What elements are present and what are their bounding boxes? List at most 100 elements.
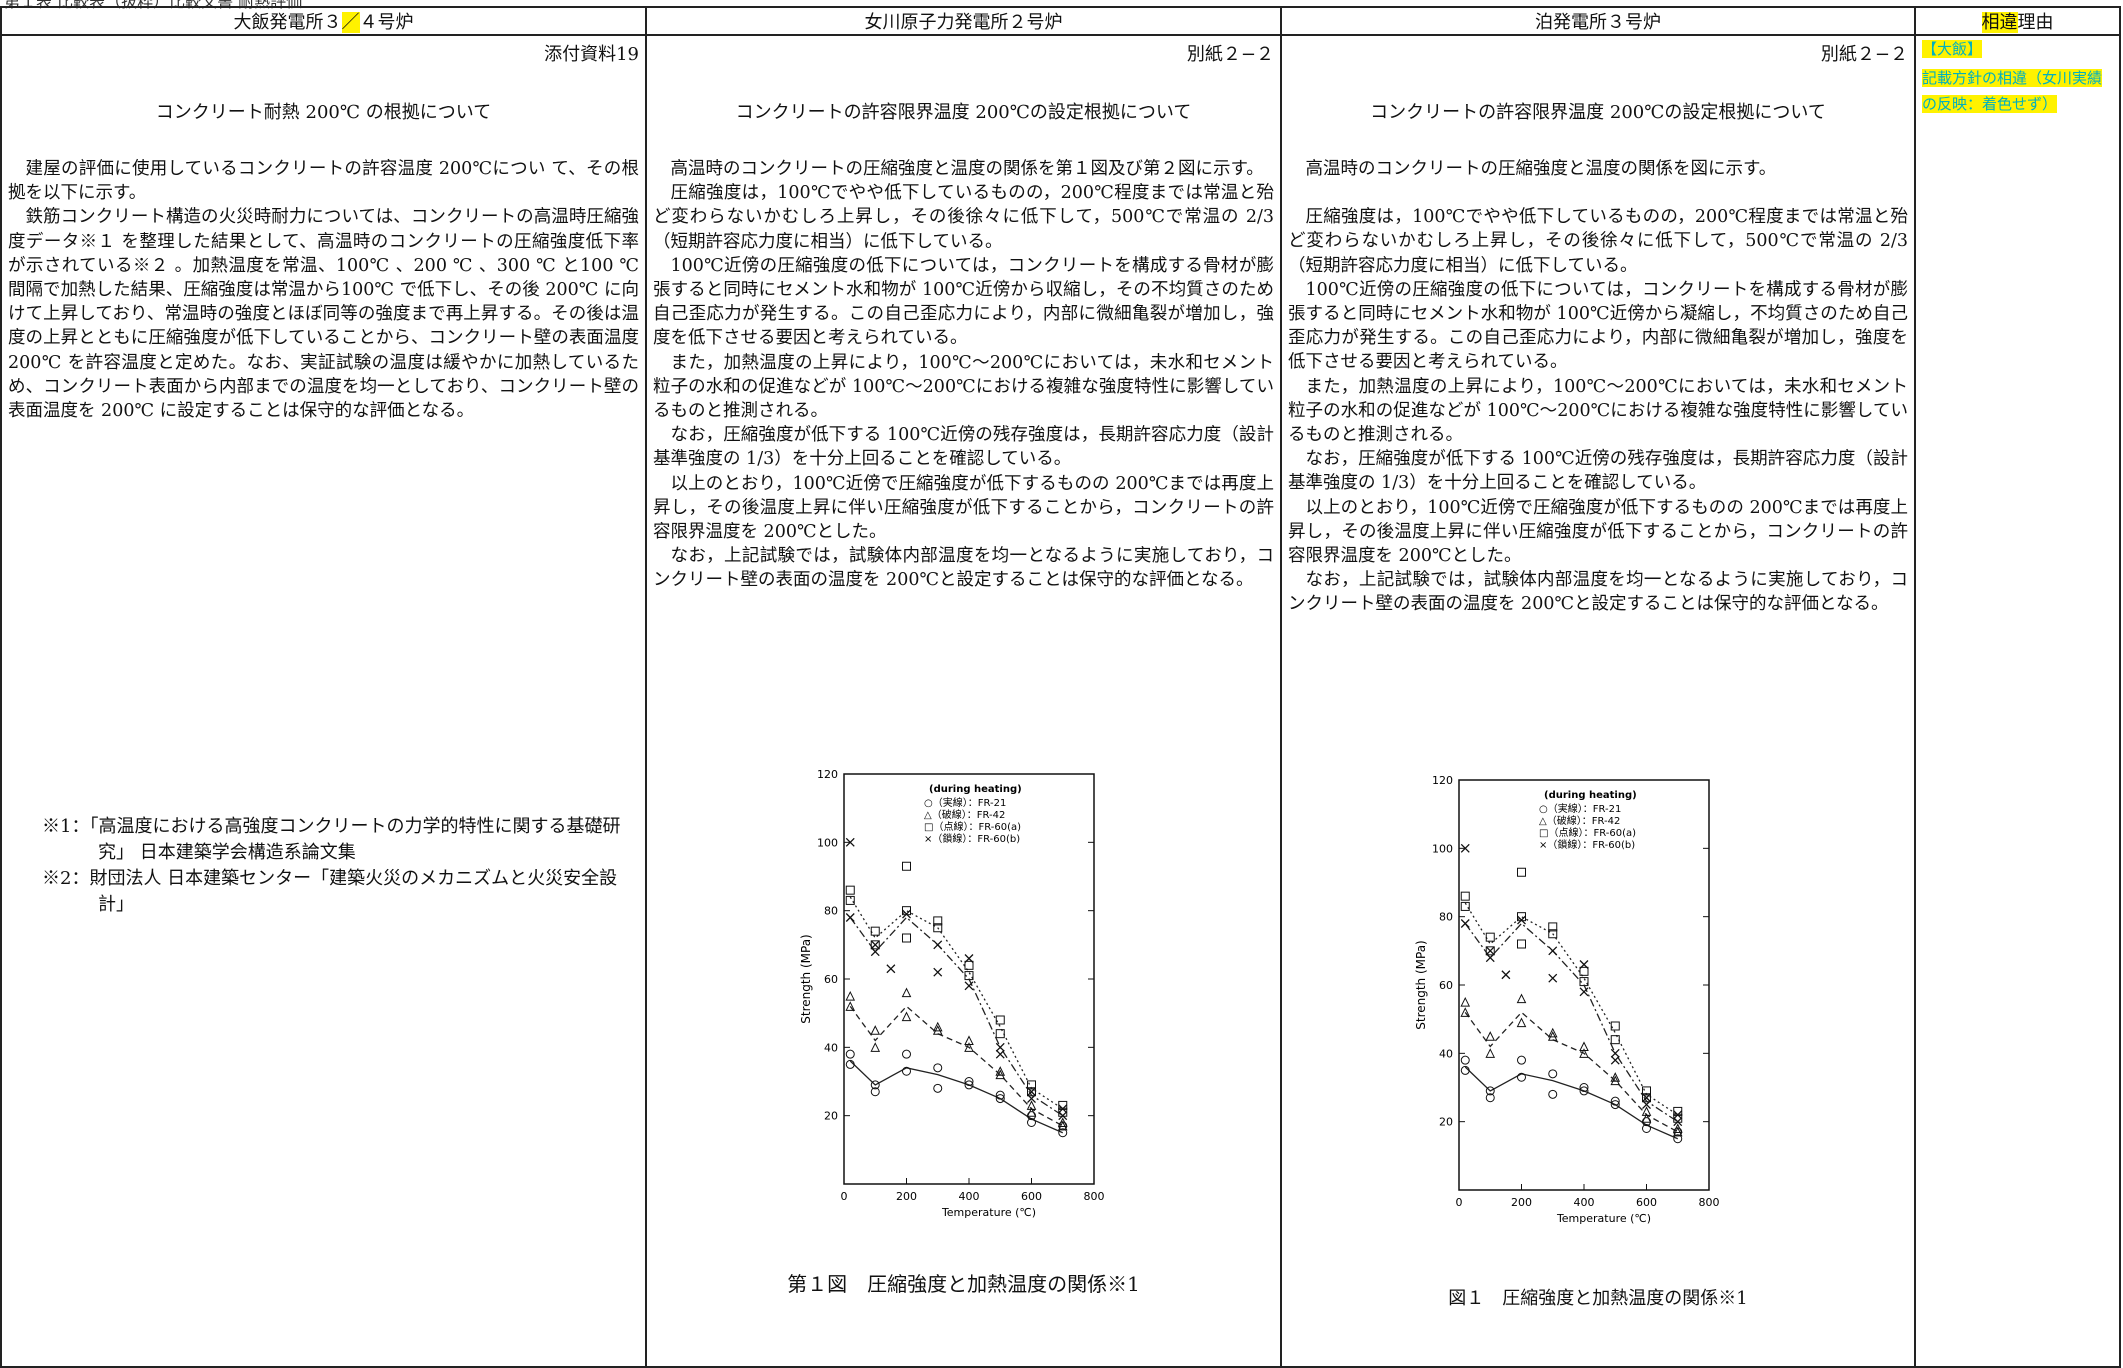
tomari-para: なお，圧縮強度が低下する 100℃近傍の残存強度は，長期許容応力度（設計基準強度… <box>1288 449 1908 494</box>
data-point-circle <box>1460 1055 1470 1065</box>
data-point-triangle <box>1672 1123 1683 1133</box>
data-point-circle <box>1610 1100 1620 1110</box>
data-point-triangle <box>1641 1113 1652 1123</box>
tomari-title: コンクリートの許容限界温度 200℃の設定根拠について <box>1370 102 1826 123</box>
onagawa-para: なお，上記試験では，試験体内部温度を均一となるように実施しており，コンクリート壁… <box>653 546 1274 591</box>
data-point-triangle <box>870 1042 881 1052</box>
onagawa-para: 圧縮強度は，100℃でやや低下しているものの，200℃程度までは常温と殆ど変わら… <box>653 183 1274 252</box>
x-axis-label: Temperature (℃) <box>941 1206 1036 1219</box>
data-point-cross <box>1027 1087 1036 1097</box>
data-point-circle <box>1642 1124 1651 1133</box>
reason-header-text: 理由 <box>2017 12 2054 33</box>
ohi-note: ※1：「高温度における高強度コンクリートの力学的特性に関する基礎研究」 日本建築… <box>42 816 621 863</box>
tomari-caption: 図１ 圧縮強度と加熱温度の関係※1 <box>1448 1288 1748 1309</box>
onagawa-para: また，加熱温度の上昇により，100℃～200℃においては，未水和セメント粒子の水… <box>653 352 1274 422</box>
data-point-triangle <box>1610 1072 1621 1082</box>
legend-title: (during heating) <box>1544 790 1637 801</box>
ohi-header-slash: ／ <box>341 12 360 33</box>
data-point-cross <box>1027 1094 1036 1104</box>
data-point-circle <box>870 1080 880 1090</box>
data-point-triangle <box>1579 1048 1589 1058</box>
data-point-cross <box>845 913 855 922</box>
data-point-square <box>1485 932 1495 942</box>
ohi-para: 鉄筋コンクリート構造の火災時耐力については、コンクリートの高温時圧縮強度データ※… <box>8 207 639 422</box>
col-header-reason: 相違理由 <box>1914 6 2121 36</box>
onagawa-body: 高温時のコンクリートの圧縮強度と温度の関係を第１図及び第２図に示す。 圧縮強度は… <box>653 157 1274 593</box>
data-point-cross <box>1548 946 1558 956</box>
data-point-circle <box>845 1049 855 1059</box>
data-point-cross <box>933 940 943 950</box>
data-point-triangle <box>870 1025 881 1035</box>
series-line-fr-60b <box>849 916 1064 1117</box>
data-point-cross <box>1058 1111 1068 1121</box>
y-axis-label: Strength (MPa) <box>799 934 813 1024</box>
data-point-triangle <box>845 990 856 1001</box>
data-point-cross <box>1460 843 1470 853</box>
series-line-fr-21 <box>1464 1066 1679 1140</box>
x-tick-label: 400 <box>1574 1196 1595 1209</box>
data-point-triangle <box>1460 1007 1471 1017</box>
data-point-circle <box>1673 1134 1683 1144</box>
x-tick-label: 400 <box>959 1190 980 1203</box>
data-point-square <box>870 926 880 936</box>
x-tick-label: 0 <box>1456 1196 1463 1209</box>
legend-entry: ×（鎖線）：FR-60(b) <box>924 832 1020 845</box>
data-point-circle <box>964 1077 974 1086</box>
data-point-triangle <box>1057 1117 1068 1127</box>
data-point-square <box>964 960 974 970</box>
data-point-square <box>1485 946 1495 956</box>
legend-title: (during heating) <box>929 784 1022 795</box>
data-point-triangle <box>1547 1027 1558 1038</box>
y-tick-label: 40 <box>824 1041 838 1054</box>
tomari-para <box>1288 181 1908 205</box>
data-point-square <box>1517 867 1526 877</box>
data-point-triangle <box>1460 996 1471 1007</box>
col-header-ohi: 大飯発電所３／４号炉 <box>0 6 647 36</box>
y-tick-label: 120 <box>817 768 838 781</box>
data-point-cross <box>870 940 880 950</box>
data-point-triangle <box>932 1021 943 1032</box>
data-point-cross <box>964 981 974 991</box>
data-point-circle <box>870 1087 880 1097</box>
data-point-square <box>933 923 943 933</box>
y-tick-label: 80 <box>824 905 838 918</box>
ohi-notes: ※1：「高温度における高強度コンクリートの力学的特性に関する基礎研究」 日本建築… <box>42 814 625 918</box>
tomari-para: 圧縮強度は，100℃でやや低下しているものの，200℃程度までは常温と殆ど変わら… <box>1288 207 1908 276</box>
data-point-circle <box>1485 1093 1495 1103</box>
y-tick-label: 100 <box>1432 842 1453 855</box>
data-point-cross <box>1548 973 1558 983</box>
data-point-circle <box>1610 1096 1620 1106</box>
data-point-circle <box>964 1080 974 1090</box>
data-point-triangle <box>964 1035 974 1045</box>
data-point-circle <box>933 1083 943 1093</box>
data-point-square <box>933 916 943 926</box>
x-tick-label: 800 <box>1084 1190 1105 1203</box>
x-axis-label: Temperature (℃) <box>1556 1212 1651 1225</box>
data-point-square <box>1548 929 1558 939</box>
data-point-cross <box>1673 1117 1683 1127</box>
data-point-square <box>902 861 911 871</box>
legend-entry: □（点線）：FR-60(a) <box>1539 826 1636 839</box>
data-point-triangle <box>1610 1075 1621 1086</box>
ohi-body: 建屋の評価に使用しているコンクリートの許容温度 200℃につい て、その根拠を以… <box>8 157 639 423</box>
data-point-square <box>1027 1080 1036 1090</box>
x-tick-label: 800 <box>1699 1196 1720 1209</box>
data-point-cross <box>995 1042 1005 1052</box>
data-point-square <box>902 933 911 943</box>
data-point-cross <box>1610 1048 1620 1058</box>
strength-chart-tomari: 20 40 60 80 100 120 0 200 400 600 800 Temperature (… <box>1414 774 1720 1225</box>
data-point-cross <box>1642 1093 1651 1103</box>
data-point-square <box>1610 1021 1620 1031</box>
series-line-fr-42 <box>1464 1011 1679 1133</box>
series-line-fr-21 <box>849 1060 1064 1134</box>
ohi-note: ※2：財団法人 日本建築センター「建築火災のメカニズムと火災安全設計」 <box>42 868 618 915</box>
data-point-triangle <box>1672 1126 1683 1137</box>
reason-text-hl: 記載方針の相違（女川実績の反映：着色せず） <box>1922 69 2103 113</box>
data-point-circle <box>902 1066 911 1076</box>
tomari-body: 高温時のコンクリートの圧縮強度と温度の関係を図に示す。 圧縮強度は，100℃でや… <box>1288 157 1908 617</box>
data-point-circle <box>995 1094 1005 1104</box>
onagawa-para: 以上のとおり，100℃近傍で圧縮強度が低下するものの 200℃までは再度上昇し，… <box>653 473 1274 543</box>
strength-chart-onagawa: 20 40 60 80 100 120 0 200 400 600 800 Temperature (… <box>799 768 1105 1219</box>
x-tick-label: 600 <box>1636 1196 1657 1209</box>
onagawa-ref: 別紙２−２ <box>1186 44 1274 65</box>
